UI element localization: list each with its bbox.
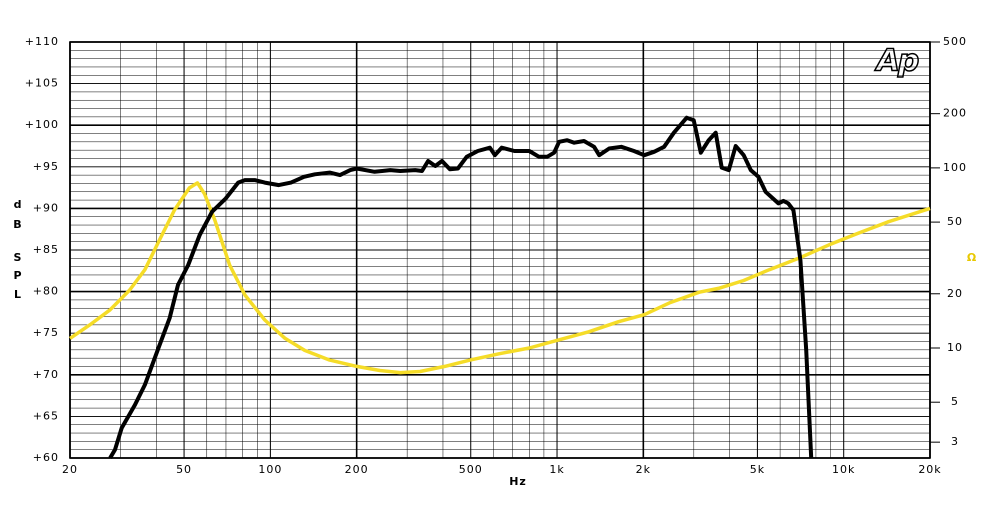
x-tick-label: 20k bbox=[918, 463, 941, 476]
y-tick-label: +110 bbox=[25, 35, 59, 48]
y-tick-label: +60 bbox=[33, 451, 59, 464]
y-axis-label: d bbox=[14, 198, 23, 211]
y-tick-label: +80 bbox=[33, 285, 59, 298]
y2-tick-label: 3 bbox=[951, 435, 959, 448]
x-axis-label: Hz bbox=[509, 475, 527, 488]
series-line bbox=[108, 115, 814, 460]
y-tick-label: +75 bbox=[33, 326, 59, 339]
y-tick-label: +105 bbox=[25, 77, 59, 90]
plot-frame bbox=[69, 41, 931, 459]
logo: Ap bbox=[875, 44, 919, 79]
grid bbox=[69, 41, 931, 459]
series-line bbox=[69, 181, 931, 375]
y-axis-label: S bbox=[14, 251, 23, 264]
y2-axis-label: Ω bbox=[967, 251, 977, 264]
x-tick-label: 50 bbox=[176, 463, 192, 476]
y-axis-label: B bbox=[13, 218, 22, 231]
x-tick-label: 100 bbox=[258, 463, 282, 476]
y-tick-label: +85 bbox=[33, 243, 59, 256]
y2-tick-label: 50 bbox=[947, 215, 963, 228]
y2-tick-label: 5 bbox=[951, 395, 959, 408]
x-tick-label: 500 bbox=[459, 463, 483, 476]
y2-tick-label: 100 bbox=[943, 161, 967, 174]
y2-tick-label: 10 bbox=[947, 341, 963, 354]
x-tick-label: 1k bbox=[549, 463, 564, 476]
x-tick-label: 200 bbox=[345, 463, 369, 476]
y2-tick-label: 200 bbox=[943, 107, 967, 120]
y-tick-label: +65 bbox=[33, 409, 59, 422]
x-tick-label: 2k bbox=[636, 463, 651, 476]
y-axis-label: P bbox=[13, 269, 22, 282]
y-axis-label: L bbox=[14, 288, 22, 301]
x-tick-label: 10k bbox=[832, 463, 855, 476]
y-tick-label: +100 bbox=[25, 118, 59, 131]
y-tick-label: +70 bbox=[33, 368, 59, 381]
y2-tick-label: 20 bbox=[947, 287, 963, 300]
y2-tick-label: 500 bbox=[943, 35, 967, 48]
y-tick-label: +95 bbox=[33, 160, 59, 173]
y-tick-label: +90 bbox=[33, 201, 59, 214]
x-tick-label: 5k bbox=[750, 463, 765, 476]
x-tick-label: 20 bbox=[62, 463, 78, 476]
